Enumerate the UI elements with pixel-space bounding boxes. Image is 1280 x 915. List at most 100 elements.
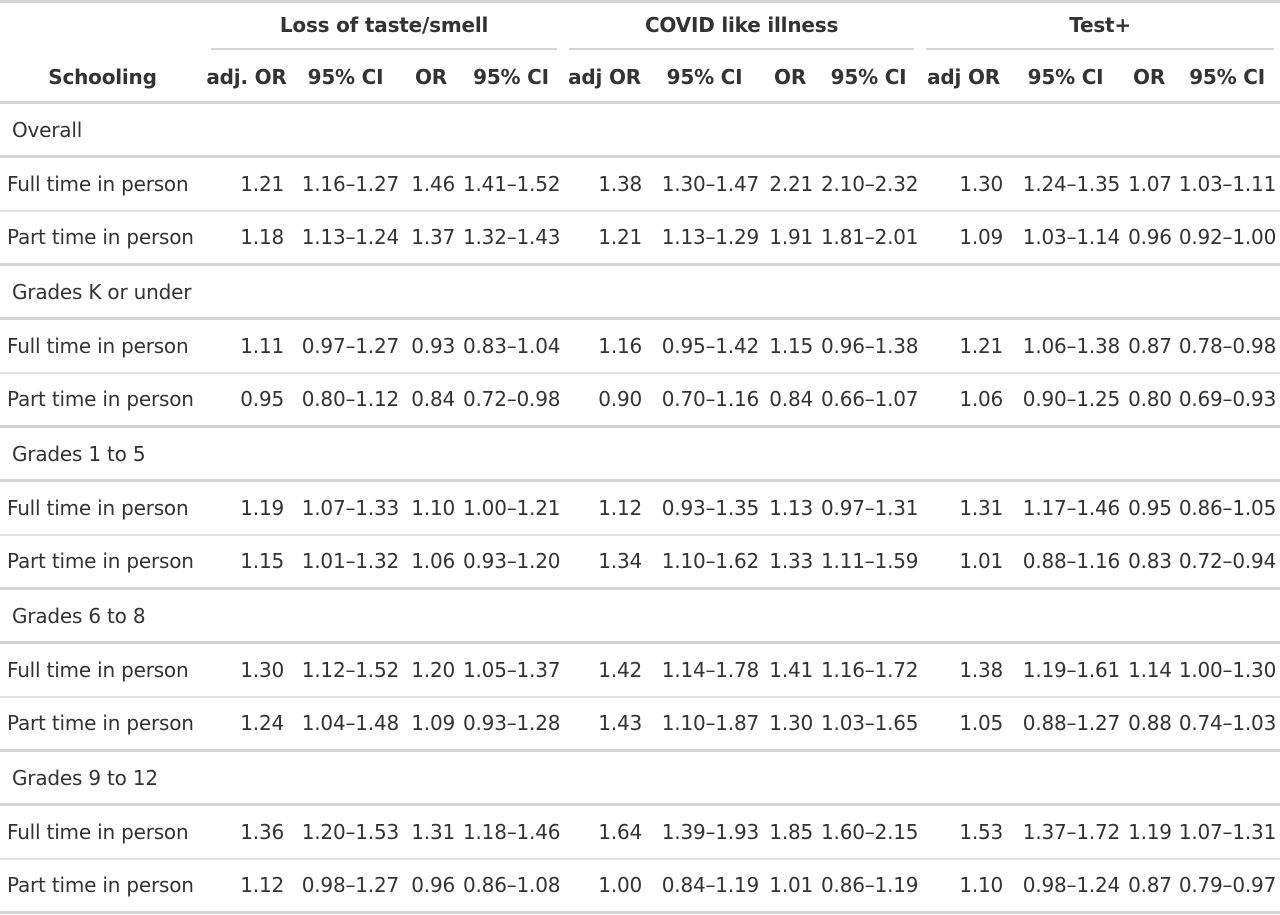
row-label: Part time in person: [0, 857, 205, 914]
table-cell: 1.12–1.52: [288, 641, 403, 697]
spanner-label: COVID like illness: [569, 5, 915, 51]
column-header: 95% CI: [1174, 52, 1280, 104]
table-cell: 0.98–1.24: [1007, 857, 1125, 914]
table-cell: 1.07–1.33: [288, 479, 403, 535]
table-cell: 1.04–1.48: [288, 695, 403, 751]
table-cell: 1.11–1.59: [817, 533, 921, 589]
table-cell: 1.37: [403, 209, 459, 265]
table-cell: 0.98–1.27: [288, 857, 403, 914]
table-cell: 0.72–0.94: [1174, 533, 1280, 589]
table-cell: 1.10: [920, 857, 1008, 914]
table-cell: 0.96: [1124, 209, 1175, 265]
group-label: Overall: [0, 101, 1280, 158]
table-cell: 1.12: [205, 857, 288, 914]
table-cell: 0.80–1.12: [288, 371, 403, 427]
table-header: Loss of taste/smell COVID like illness T…: [0, 0, 1280, 104]
table-cell: 0.90: [563, 371, 647, 427]
spanner-label: Loss of taste/smell: [211, 5, 558, 51]
table-cell: 2.21: [763, 155, 818, 211]
table-cell: 1.06: [403, 533, 459, 589]
table-cell: 1.01: [763, 857, 818, 914]
table-cell: 1.60–2.15: [817, 803, 921, 859]
table-cell: 1.38: [563, 155, 647, 211]
group-label: Grades 9 to 12: [0, 749, 1280, 806]
table-cell: 1.41–1.52: [459, 155, 564, 211]
table-cell: 1.03–1.65: [817, 695, 921, 751]
table-cell: 1.37–1.72: [1007, 803, 1125, 859]
row-label: Full time in person: [0, 479, 205, 535]
table-cell: 0.95: [1124, 479, 1175, 535]
table-cell: 1.21: [205, 155, 288, 211]
table-cell: 0.93–1.28: [459, 695, 564, 751]
table-cell: 1.06: [920, 371, 1008, 427]
table-cell: 1.24: [205, 695, 288, 751]
table-cell: 1.07–1.31: [1174, 803, 1280, 859]
table-cell: 0.95–1.42: [646, 317, 764, 373]
table-cell: 1.81–2.01: [817, 209, 921, 265]
group-row: Grades K or under: [0, 263, 1280, 320]
table-cell: 0.90–1.25: [1007, 371, 1125, 427]
table-cell: 1.19: [1124, 803, 1175, 859]
table-cell: 1.34: [563, 533, 647, 589]
column-header: 95% CI: [1007, 52, 1125, 104]
row-label: Part time in person: [0, 209, 205, 265]
table-cell: 1.03–1.14: [1007, 209, 1125, 265]
table-cell: 1.31: [403, 803, 459, 859]
table-row: Full time in person 1.11 0.97–1.27 0.93 0.83…: [0, 317, 1280, 373]
table-cell: 0.83: [1124, 533, 1175, 589]
table-cell: 0.88–1.27: [1007, 695, 1125, 751]
column-header: 95% CI: [817, 52, 921, 104]
table-cell: 1.07: [1124, 155, 1175, 211]
table-cell: 1.00–1.30: [1174, 641, 1280, 697]
table-cell: 1.30: [763, 695, 818, 751]
table-cell: 1.30: [205, 641, 288, 697]
row-label: Part time in person: [0, 533, 205, 589]
table-cell: 1.09: [920, 209, 1008, 265]
table-cell: 1.10–1.87: [646, 695, 764, 751]
table-cell: 0.74–1.03: [1174, 695, 1280, 751]
table-cell: 1.85: [763, 803, 818, 859]
group-row: Grades 9 to 12: [0, 749, 1280, 806]
group-row: Grades 6 to 8: [0, 587, 1280, 644]
row-label: Full time in person: [0, 317, 205, 373]
table-cell: 1.14: [1124, 641, 1175, 697]
group-label: Grades 6 to 8: [0, 587, 1280, 644]
table-cell: 0.95: [205, 371, 288, 427]
table-cell: 1.46: [403, 155, 459, 211]
table-cell: 1.36: [205, 803, 288, 859]
row-label: Full time in person: [0, 155, 205, 211]
table-cell: 0.86–1.08: [459, 857, 564, 914]
group-label: Grades K or under: [0, 263, 1280, 320]
table-cell: 0.72–0.98: [459, 371, 564, 427]
table-cell: 1.42: [563, 641, 647, 697]
table-cell: 1.53: [920, 803, 1008, 859]
table-cell: 1.39–1.93: [646, 803, 764, 859]
table-cell: 1.14–1.78: [646, 641, 764, 697]
table-cell: 0.87: [1124, 857, 1175, 914]
table-cell: 1.16–1.72: [817, 641, 921, 697]
table-cell: 0.84: [403, 371, 459, 427]
table-cell: 1.30–1.47: [646, 155, 764, 211]
table-cell: 1.00: [563, 857, 647, 914]
table-cell: 1.20: [403, 641, 459, 697]
column-header-row: Schooling adj. OR 95% CI OR 95% CI adj O…: [0, 52, 1280, 104]
group-row: Grades 1 to 5: [0, 425, 1280, 482]
table-cell: 1.30: [920, 155, 1008, 211]
table-cell: 1.03–1.11: [1174, 155, 1280, 211]
table-cell: 1.16–1.27: [288, 155, 403, 211]
table-cell: 1.13–1.24: [288, 209, 403, 265]
table-cell: 0.92–1.00: [1174, 209, 1280, 265]
group-row: Overall: [0, 101, 1280, 158]
column-header: OR: [403, 52, 459, 104]
table-cell: 1.33: [763, 533, 818, 589]
table-cell: 1.18: [205, 209, 288, 265]
table-cell: 1.13: [763, 479, 818, 535]
column-header: adj OR: [563, 52, 647, 104]
spanner-label: Test+: [926, 5, 1275, 51]
row-label: Full time in person: [0, 803, 205, 859]
table-cell: 0.84: [763, 371, 818, 427]
table-row: Full time in person 1.36 1.20–1.53 1.31 1.18…: [0, 803, 1280, 859]
table-cell: 0.86–1.05: [1174, 479, 1280, 535]
table-row: Part time in person 1.18 1.13–1.24 1.37 1.32…: [0, 209, 1280, 265]
table-cell: 1.06–1.38: [1007, 317, 1125, 373]
